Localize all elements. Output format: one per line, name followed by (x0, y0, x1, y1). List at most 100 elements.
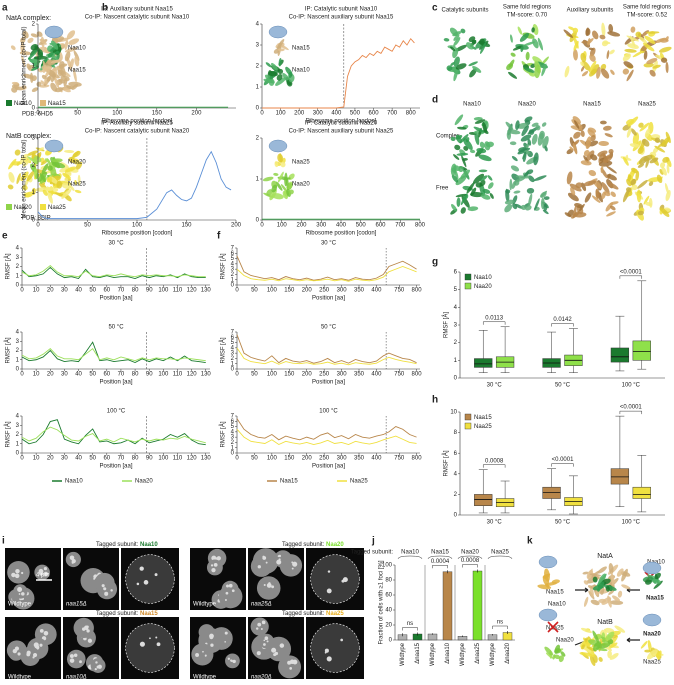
inset-label: Naa20 (68, 160, 86, 166)
x-tick-label: 80 (132, 372, 139, 378)
structure-part (74, 55, 80, 67)
structure-part (513, 190, 521, 194)
legend-swatch (6, 204, 12, 210)
x-tick-label: 100 (158, 288, 169, 294)
structure-part (662, 156, 670, 163)
ribosome (642, 561, 662, 575)
line-series (21, 426, 206, 444)
structure-part (597, 150, 608, 157)
focus (202, 650, 204, 653)
structure-part (504, 204, 513, 213)
x-tick-label: 750 (394, 372, 405, 378)
structure-part (607, 182, 619, 190)
structure-part (62, 172, 71, 179)
structure-part (554, 648, 562, 654)
structure-part (545, 583, 550, 588)
legend-swatch (464, 422, 472, 430)
structure-part (646, 649, 658, 660)
significance-bracket (492, 625, 508, 629)
structure-part (69, 58, 74, 71)
y-axis-label: Mean enrichment (co-IP total) (22, 27, 28, 106)
focus (149, 637, 151, 640)
cell (221, 580, 239, 598)
structure-part (286, 182, 293, 190)
tag-prefix: Tagged subunit: (282, 542, 325, 548)
structure-part (659, 169, 664, 175)
y-tick-label: 0 (256, 106, 260, 112)
strain-label: naa10Δ (66, 675, 87, 681)
line-series (236, 418, 417, 441)
box (610, 468, 630, 485)
structure-part (543, 203, 548, 212)
x-tick-label: 30 (61, 288, 68, 294)
cell (66, 649, 86, 669)
focus (292, 561, 298, 567)
legend-swatch (464, 273, 472, 281)
focus (263, 639, 266, 642)
structure-part (527, 138, 532, 146)
panel-label: c (432, 3, 438, 14)
focus (266, 640, 269, 643)
box (632, 340, 651, 361)
structure-part (622, 68, 630, 75)
focus (12, 648, 18, 654)
structure-part (65, 84, 73, 90)
structure-part (14, 149, 21, 156)
structure-part (590, 599, 600, 606)
structure-part (485, 141, 494, 148)
focus (81, 627, 86, 631)
structure-part (471, 39, 477, 44)
structure-part (473, 173, 485, 184)
structure-part (271, 184, 278, 193)
y-axis-label: RMSF [Å] (220, 337, 227, 363)
structure-part (454, 144, 461, 151)
structure-part (588, 47, 594, 51)
x-tick-label: 50 (89, 372, 96, 378)
row-label: Free (436, 186, 449, 192)
line-series (21, 347, 206, 362)
structure-part (50, 59, 61, 64)
structure-part (521, 125, 529, 137)
group-label: Naa15 (431, 550, 449, 556)
structure-part (452, 31, 462, 37)
complex-label: NatB (597, 619, 613, 626)
structure-part (572, 142, 578, 155)
structure-part (68, 81, 82, 87)
focus (43, 567, 48, 571)
focus (73, 653, 78, 658)
x-tick-label: 10 (33, 288, 40, 294)
y-tick-label: 3 (16, 255, 20, 261)
focus (292, 659, 298, 665)
structure-part (455, 63, 467, 70)
y-tick-label: 7 (231, 246, 235, 252)
panel-label: e (2, 231, 8, 242)
strain-label: naa15Δ (66, 602, 87, 608)
structure-part (479, 175, 488, 182)
structure-part (277, 153, 284, 163)
structure-caption: Same fold regions (503, 5, 551, 11)
focus (224, 641, 226, 643)
focus (216, 556, 221, 561)
structure-part (74, 180, 78, 186)
x-tick-label: 20 (47, 372, 54, 378)
x-tick-label: 0 (260, 111, 264, 117)
structure-part (65, 166, 77, 173)
focus (39, 643, 43, 647)
p-value: 0.0142 (553, 317, 572, 323)
group-label: Naa20 (461, 550, 479, 556)
y-tick-label: 5 (454, 287, 458, 293)
y-tick-label: 3 (32, 136, 36, 142)
structure-part (482, 188, 491, 194)
focus (262, 556, 267, 560)
structure-caption: Catalytic subunits (441, 8, 488, 14)
structure-part (528, 129, 535, 135)
structure-part (585, 150, 595, 162)
subunit-label: Naa20 (556, 638, 574, 644)
structure-part (531, 27, 535, 33)
structure-part (665, 36, 669, 42)
y-tick-label: 6 (231, 419, 235, 425)
structure-part (44, 186, 55, 192)
focus (342, 577, 348, 583)
focus (231, 589, 235, 593)
